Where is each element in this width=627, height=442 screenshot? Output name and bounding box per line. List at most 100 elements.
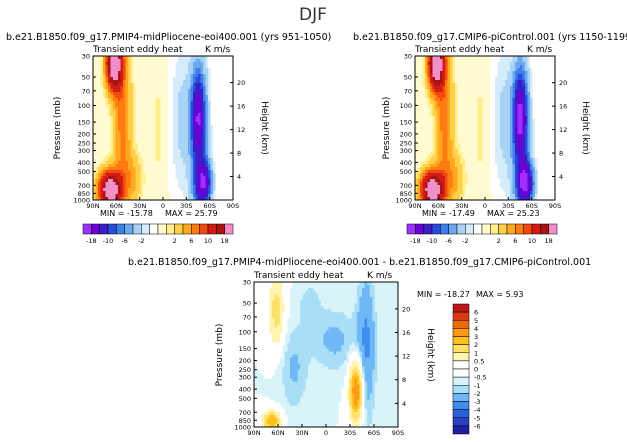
field-cell [477, 110, 481, 114]
field-cell [445, 68, 448, 72]
field-cell [442, 197, 446, 201]
field-cell [490, 68, 493, 72]
field-cell [450, 152, 453, 156]
field-cell [427, 62, 431, 66]
field-cell [462, 167, 466, 171]
field-cell [462, 80, 466, 84]
field-cell [133, 107, 136, 111]
field-cell [497, 77, 501, 81]
field-cell [208, 122, 211, 126]
field-cell [123, 110, 126, 114]
field-cell [180, 158, 184, 162]
field-cell [113, 185, 116, 189]
field-cell [95, 149, 99, 153]
field-cell [188, 194, 191, 198]
field-cell [133, 77, 136, 81]
field-cell [208, 68, 211, 72]
field-cell [188, 197, 191, 201]
field-cell [150, 149, 154, 153]
field-cell [430, 83, 433, 87]
field-cell [118, 140, 121, 144]
field-cell [495, 68, 498, 72]
field-cell [477, 152, 481, 156]
field-cell [148, 188, 151, 192]
field-cell [437, 170, 441, 174]
field-cell [180, 95, 184, 99]
field-cell [208, 170, 211, 174]
field-cell [125, 107, 129, 111]
field-cell [128, 170, 131, 174]
field-cell [140, 134, 144, 138]
field-cell [163, 125, 166, 129]
field-cell [440, 56, 443, 60]
field-cell [457, 176, 461, 180]
field-cell [95, 71, 99, 75]
field-cell [190, 173, 194, 177]
field-cell [153, 74, 156, 78]
field-cell [188, 119, 191, 123]
field-cell [452, 137, 456, 141]
field-cell [148, 161, 151, 165]
field-cell [450, 128, 453, 132]
field-cell [215, 92, 219, 96]
field-cell [427, 119, 431, 123]
field-cell [510, 104, 513, 108]
field-cell [153, 176, 156, 180]
field-cell [150, 107, 154, 111]
field-cell [460, 68, 463, 72]
field-cell [452, 161, 456, 165]
field-cell [452, 125, 456, 129]
field-cell [105, 170, 109, 174]
field-cell [193, 110, 196, 114]
field-cell [480, 71, 483, 75]
field-cell [150, 188, 154, 192]
field-cell [148, 77, 151, 81]
field-cell [93, 140, 96, 144]
field-cell [502, 128, 506, 132]
field-cell [230, 134, 234, 138]
field-cell [482, 56, 486, 60]
field-cell [128, 176, 131, 180]
field-cell [200, 182, 204, 186]
field-cell [437, 137, 441, 141]
field-cell [215, 131, 219, 135]
field-cell [422, 188, 426, 192]
field-cell [415, 158, 418, 162]
field-cell [425, 131, 428, 135]
field-cell [218, 146, 221, 150]
field-cell [450, 131, 453, 135]
field-cell [480, 80, 483, 84]
field-cell [163, 98, 166, 102]
field-cell [93, 182, 96, 186]
field-cell [150, 98, 154, 102]
field-cell [145, 194, 149, 198]
field-cell [205, 170, 209, 174]
field-cell [170, 86, 174, 90]
field-cell [210, 197, 214, 201]
field-cell [153, 164, 156, 168]
field-cell [437, 149, 441, 153]
field-cell [188, 164, 191, 168]
field-cell [462, 137, 466, 141]
field-cell [178, 71, 181, 75]
field-cell [210, 164, 214, 168]
field-cell [180, 92, 184, 96]
field-cell [455, 143, 458, 147]
field-cell [492, 86, 496, 90]
field-cell [125, 167, 129, 171]
field-cell [420, 122, 423, 126]
field-cell [482, 59, 486, 63]
field-cell [520, 101, 523, 105]
field-cell [230, 77, 234, 81]
field-cell [135, 128, 139, 132]
field-cell [475, 185, 478, 189]
field-cell [472, 74, 476, 78]
field-cell [193, 137, 196, 141]
field-cell [480, 65, 483, 69]
field-cell [140, 197, 144, 201]
field-cell [505, 176, 508, 180]
field-cell [173, 167, 176, 171]
field-cell [422, 194, 426, 198]
field-cell [170, 107, 174, 111]
field-cell [522, 122, 526, 126]
